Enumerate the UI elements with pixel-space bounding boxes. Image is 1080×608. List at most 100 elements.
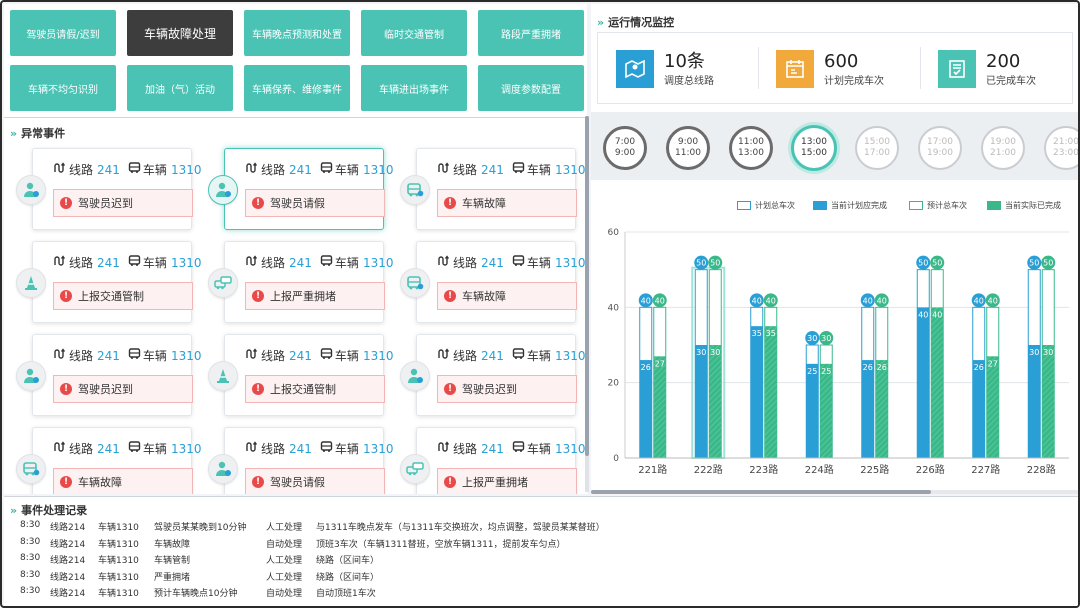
route-number: 241	[97, 441, 120, 456]
event-card[interactable]: 线路 241 车辆 1310! 驾驶员请假	[224, 427, 393, 494]
event-card[interactable]: 线路 241 车辆 1310! 上报严重拥堵	[416, 427, 585, 494]
route-label: 线路	[261, 442, 286, 456]
btn-refuel[interactable]: 加油（气）活动	[127, 65, 233, 111]
log-cell: 自动处理	[266, 539, 303, 550]
vehicle-label: 车辆	[526, 163, 551, 177]
slot-start: 7:00	[614, 137, 636, 147]
alert-icon: !	[60, 476, 72, 488]
bar-plan-should	[861, 360, 874, 458]
slot-end: 15:00	[801, 148, 827, 158]
bus-icon	[128, 348, 143, 363]
alert-icon: !	[252, 290, 264, 302]
alert-icon: !	[252, 476, 264, 488]
bus-icon	[320, 348, 335, 363]
alert-icon: !	[444, 197, 456, 209]
event-card[interactable]: 线路 241 车辆 1310! 车辆故障	[416, 148, 585, 230]
data-badge-green	[708, 255, 723, 270]
divider	[4, 117, 587, 118]
driver-icon	[400, 361, 430, 391]
route-label: 线路	[453, 256, 478, 270]
event-card[interactable]: 线路 241 车辆 1310! 车辆故障	[32, 427, 201, 494]
scroll-thumb[interactable]	[591, 490, 931, 494]
driver-icon	[16, 175, 46, 205]
scroll-thumb[interactable]	[585, 116, 589, 456]
event-alert: ! 车辆故障	[437, 189, 577, 217]
chart-scrollbar[interactable]	[591, 490, 1078, 494]
bus-fault-icon	[400, 175, 430, 205]
vehicle-label: 车辆	[142, 163, 167, 177]
slot-end: 17:00	[864, 148, 890, 158]
data-badge-blue	[805, 331, 820, 345]
left-scrollbar[interactable]	[585, 116, 589, 492]
data-label-actual-done: 40	[932, 310, 942, 319]
event-card[interactable]: 线路 241 车辆 1310! 驾驶员迟到	[32, 334, 201, 416]
log-cell: 严重拥堵	[154, 572, 191, 583]
event-card[interactable]: 线路 241 车辆 1310! 车辆故障	[416, 241, 585, 323]
event-text: 车辆故障	[462, 197, 506, 210]
legend-label: 计划总车次	[755, 201, 795, 210]
data-badge-blue	[860, 293, 875, 308]
cone-icon	[208, 361, 238, 391]
log-cell: 车辆故障	[154, 539, 191, 550]
btn-maintenance[interactable]: 车辆保养、维修事件	[244, 65, 350, 111]
event-card[interactable]: 线路 241 车辆 1310! 驾驶员请假	[224, 148, 393, 230]
slot-start: 9:00	[677, 137, 699, 147]
event-card[interactable]: 线路 241 车辆 1310! 上报交通管制	[224, 334, 393, 416]
data-badge-blue	[1027, 255, 1042, 270]
btn-traffic-control[interactable]: 临时交通管制	[361, 10, 467, 56]
bar-actual-done	[653, 356, 666, 458]
route-label: 线路	[453, 349, 478, 363]
time-slot-6[interactable]: 19:00 21:00	[981, 126, 1025, 170]
data-label-expected-total: 40	[766, 296, 776, 305]
event-alert: ! 驾驶员迟到	[53, 375, 193, 403]
btn-vehicle-delay[interactable]: 车辆晚点预测和处置	[244, 10, 350, 56]
route-icon	[53, 255, 69, 270]
bus-icon	[512, 162, 527, 177]
event-card[interactable]: 线路 241 车辆 1310! 驾驶员迟到	[416, 334, 585, 416]
slot-end: 19:00	[927, 148, 953, 158]
route-icon	[53, 162, 69, 177]
log-cell: 顶班3车次（车辆1311替班，空放车辆1311，提前发车匀点）	[316, 539, 566, 550]
route-number: 241	[481, 255, 504, 270]
time-slot-1[interactable]: 9:00 11:00	[666, 126, 710, 170]
btn-uneven[interactable]: 车辆不均匀识别	[10, 65, 116, 111]
time-slot-2[interactable]: 11:00 13:00	[729, 126, 773, 170]
time-slot-3[interactable]: 13:00 15:00	[791, 125, 837, 171]
btn-depot-inout[interactable]: 车辆进出场事件	[361, 65, 467, 111]
btn-congestion[interactable]: 路段严重拥堵	[478, 10, 584, 56]
vehicle-number: 1310	[362, 441, 394, 456]
slot-end: 23:00	[1053, 148, 1079, 158]
btn-driver-leave[interactable]: 驾驶员请假/迟到	[10, 10, 116, 56]
event-card[interactable]: 线路 241 车辆 1310! 上报交通管制	[32, 241, 201, 323]
alert-icon: !	[444, 290, 456, 302]
kpi-strip: 10条 调度总线路 600 计划完成车次 200 已完成车次	[597, 32, 1073, 104]
log-cell: 预计车辆晚点10分钟	[154, 589, 238, 599]
data-label-plan-should: 26	[974, 363, 984, 372]
card-route-vehicle: 线路 241 车辆 1310	[437, 440, 585, 457]
event-card[interactable]: 线路 241 车辆 1310! 驾驶员迟到	[32, 148, 201, 230]
bar-actual-done	[764, 326, 777, 458]
time-slot-0[interactable]: 7:00 9:00	[603, 126, 647, 170]
btn-vehicle-fault[interactable]: 车辆故障处理	[127, 10, 233, 56]
kpi-routes-label: 调度总线路	[664, 75, 714, 87]
time-slot-4[interactable]: 15:00 17:00	[855, 126, 899, 170]
time-slot-7[interactable]: 21:00 23:00	[1044, 126, 1079, 170]
data-label-expected-total: 30	[821, 334, 831, 343]
event-log: » 事件处理记录 8:30 线路214 车辆1310 驾驶员某某晚到10分钟 人工处理与…	[4, 496, 1078, 606]
log-cell: 8:30	[20, 586, 41, 596]
log-cell: 8:30	[20, 569, 41, 580]
event-text: 驾驶员迟到	[78, 197, 133, 210]
data-label-expected-total: 50	[710, 259, 720, 268]
log-cell: 人工处理	[266, 523, 303, 533]
data-label-expected-total: 40	[988, 296, 998, 305]
event-text: 驾驶员请假	[270, 476, 325, 489]
alert-icon: !	[252, 383, 264, 395]
btn-dispatch-config[interactable]: 调度参数配置	[478, 65, 584, 111]
event-card[interactable]: 线路 241 车辆 1310! 上报严重拥堵	[224, 241, 393, 323]
bar-actual-done	[931, 307, 944, 458]
time-slot-5[interactable]: 17:00 19:00	[918, 126, 962, 170]
data-badge-green	[763, 293, 778, 308]
legend-label: 当前计划应完成	[831, 201, 887, 210]
bar-plan-should	[695, 345, 708, 458]
bus-icon	[128, 162, 143, 177]
